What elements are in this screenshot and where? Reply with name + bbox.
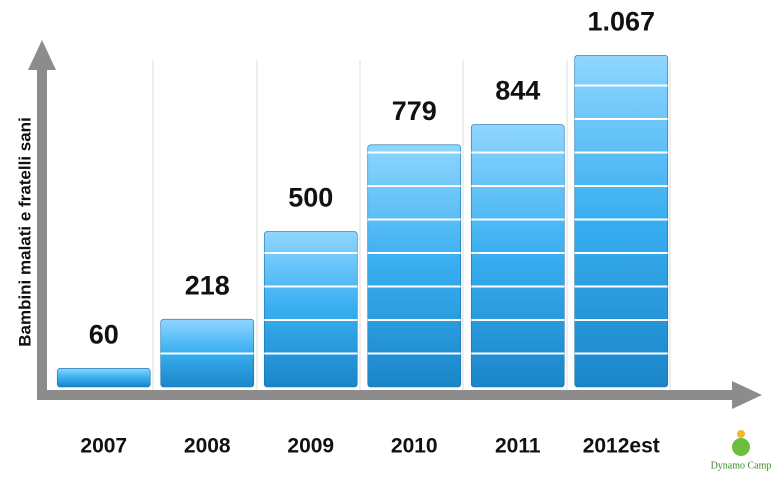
bar <box>263 231 358 388</box>
x-tick-label: 2008 <box>184 435 231 458</box>
bar <box>470 124 565 388</box>
bar <box>574 54 669 388</box>
value-label: 779 <box>392 96 437 126</box>
x-tick-label: 2007 <box>80 435 127 458</box>
x-tick-label: 2010 <box>391 435 438 458</box>
value-label: 844 <box>495 76 540 106</box>
value-label: 60 <box>89 319 119 349</box>
logo: Dynamo Camp <box>711 430 772 471</box>
x-tick-label: 2009 <box>287 435 334 458</box>
bar <box>56 368 151 388</box>
x-tick-label: 2012est <box>583 435 660 458</box>
x-tick-label: 2011 <box>495 435 541 458</box>
axes <box>28 40 762 409</box>
separators <box>152 60 671 390</box>
value-label: 218 <box>185 270 230 300</box>
y-axis-label: Bambini malati e fratelli sani <box>15 117 34 347</box>
value-label: 500 <box>288 183 333 213</box>
logo-text: Dynamo Camp <box>711 460 772 471</box>
bar <box>367 144 462 388</box>
value-label: 1.067 <box>587 6 655 36</box>
